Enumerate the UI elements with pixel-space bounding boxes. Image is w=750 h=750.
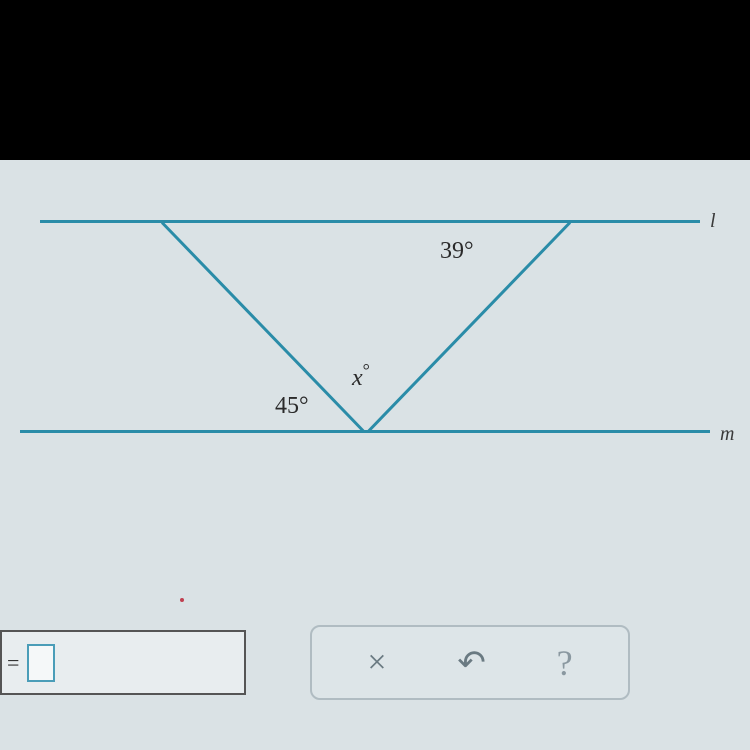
angle-39-label: 39°: [440, 238, 474, 265]
equals-label: =: [7, 650, 19, 676]
angle-x-degree-symbol: °: [363, 360, 370, 380]
answer-input[interactable]: [27, 644, 55, 682]
transversal-left: [161, 221, 365, 432]
line-l-label: l: [710, 210, 716, 233]
geometry-diagram: l m 39° x° 45°: [20, 190, 730, 500]
angle-x-label: x°: [352, 360, 370, 392]
clear-icon[interactable]: ×: [367, 644, 386, 682]
parallel-line-l: [40, 220, 700, 223]
parallel-line-m: [20, 430, 710, 433]
help-icon[interactable]: ?: [557, 642, 573, 684]
header-blackbar: [0, 0, 750, 160]
angle-x-variable: x: [352, 365, 363, 391]
content-panel: l m 39° x° 45° = × ↶ ?: [0, 160, 750, 750]
answer-input-container: =: [0, 630, 246, 695]
toolbar-panel: × ↶ ?: [310, 625, 630, 700]
angle-45-label: 45°: [275, 393, 309, 420]
cursor-dot: [180, 598, 184, 602]
undo-icon[interactable]: ↶: [457, 643, 486, 683]
line-m-label: m: [720, 423, 734, 446]
